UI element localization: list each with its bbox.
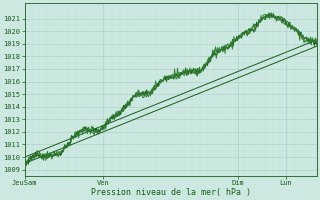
- X-axis label: Pression niveau de la mer( hPa ): Pression niveau de la mer( hPa ): [91, 188, 251, 197]
